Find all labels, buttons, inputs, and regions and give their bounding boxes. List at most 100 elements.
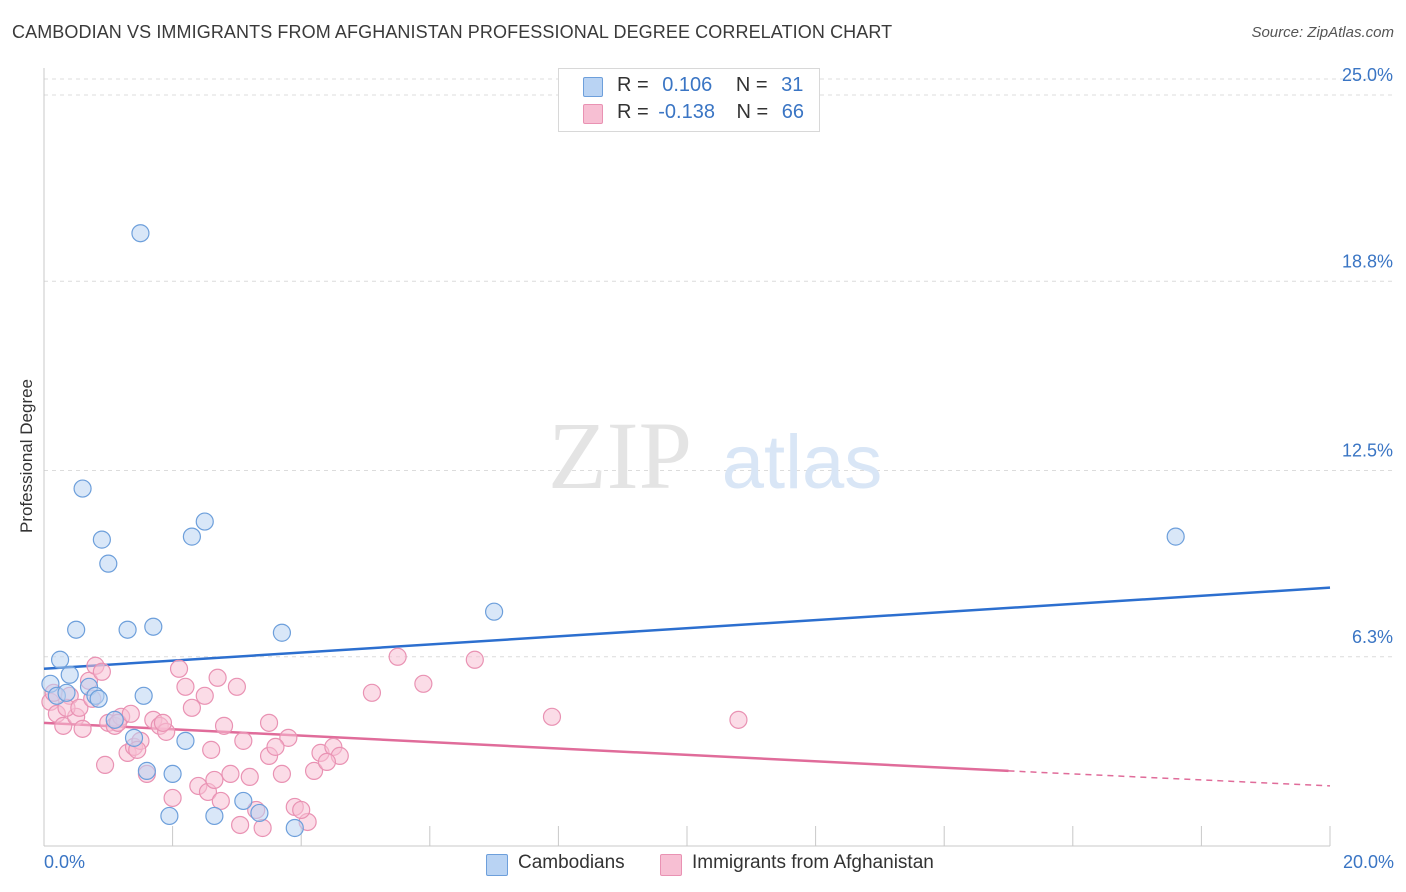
watermark-atlas: atlas — [722, 420, 883, 505]
cambodian-point-20 — [134, 686, 153, 705]
afghan-point-52 — [121, 704, 140, 723]
data-points — [41, 224, 1185, 838]
afghan-point-64 — [304, 761, 324, 781]
cambodian-point-16 — [57, 683, 76, 702]
trend-line-afghanistan-extension — [1008, 770, 1331, 787]
trend-lines — [43, 586, 1331, 787]
cambodian-point-25 — [163, 764, 182, 784]
afghan-point-65 — [317, 752, 337, 771]
afghan-point-6 — [73, 719, 92, 738]
afghan-point-58 — [205, 770, 224, 790]
legend-swatch-pink — [583, 104, 603, 124]
source-label: Source: ZipAtlas.com — [1251, 24, 1394, 41]
y-axis-label: Professional Degree — [17, 378, 36, 534]
legend-n-label-1: N = — [735, 74, 768, 96]
legend-text-row2: R = -0.138 N = 66 — [617, 101, 804, 124]
y-tick-label-2: 18.8% — [1342, 251, 1393, 271]
legend-r-value-1: 0.106 — [662, 74, 713, 96]
afghan-point-60 — [231, 815, 250, 835]
afghan-point-41 — [362, 683, 382, 702]
afghan-point-25 — [208, 668, 227, 687]
cambodian-point-4 — [195, 512, 214, 531]
x-tick-label-left: 0.0% — [44, 852, 86, 872]
legend-n-label-2: N = — [736, 101, 769, 123]
trend-line-cambodians — [43, 586, 1331, 671]
cambodian-point-22 — [124, 728, 144, 747]
cambodian-point-23 — [176, 731, 195, 750]
legend-r-label-1: R = — [617, 74, 649, 96]
afghan-point-24 — [202, 740, 221, 759]
cambodian-point-3 — [99, 554, 118, 573]
legend-swatch-blue — [583, 77, 603, 97]
cambodian-point-8 — [144, 617, 163, 636]
cambodian-point-19 — [89, 689, 108, 708]
y-tick-label-0: 6.3% — [1352, 627, 1393, 647]
cambodian-point-13 — [60, 665, 79, 684]
trend-line-afghanistan — [43, 721, 1009, 773]
cambodian-point-28 — [205, 806, 224, 826]
cambodian-point-21 — [105, 710, 124, 729]
cambodian-point-1 — [73, 479, 92, 498]
cambodian-point-9 — [272, 623, 292, 642]
afghan-point-30 — [240, 767, 259, 787]
legend-text-row1: R = 0.106 N = 31 — [617, 74, 803, 97]
cambodian-point-0 — [131, 224, 150, 243]
watermark-zip: ZIP — [548, 402, 692, 509]
legend-r-label-2: R = — [617, 101, 649, 123]
cambodian-point-11 — [1166, 527, 1185, 546]
chart-title: CAMBODIAN VS IMMIGRANTS FROM AFGHANISTAN… — [12, 22, 893, 42]
afghan-point-21 — [176, 677, 195, 696]
afghan-point-50 — [95, 755, 115, 774]
y-tick-label-1: 12.5% — [1342, 441, 1393, 461]
cambodian-point-29 — [250, 803, 269, 823]
gridlines — [44, 78, 1394, 658]
cambodian-point-30 — [285, 818, 304, 838]
afghan-point-29 — [234, 731, 253, 750]
cambodian-point-2 — [92, 530, 111, 549]
legend-n-value-1: 31 — [781, 74, 804, 96]
afghan-point-59 — [211, 791, 230, 811]
stats-legend: R = 0.106 N = 31 R = -0.138 N = 66 — [558, 68, 820, 132]
cambodian-point-10 — [485, 602, 504, 621]
afghan-point-63 — [292, 800, 311, 820]
afghan-point-55 — [163, 788, 182, 808]
bottom-legend-swatch-pink — [660, 854, 682, 876]
y-tick-label-3: 25.0% — [1342, 65, 1393, 85]
afghan-point-9 — [92, 662, 111, 681]
afghan-point-45 — [542, 707, 562, 726]
afghan-point-43 — [414, 674, 433, 693]
bottom-legend-swatch-blue — [486, 854, 508, 876]
afghan-point-2 — [54, 716, 73, 735]
afghan-point-35 — [279, 728, 298, 747]
axes — [43, 68, 1331, 847]
cambodian-point-7 — [118, 620, 137, 639]
afghan-point-42 — [388, 647, 407, 666]
afghan-point-22 — [182, 698, 201, 717]
afghan-point-28 — [227, 677, 246, 696]
afghan-point-33 — [259, 713, 279, 732]
afghan-point-34 — [272, 764, 292, 784]
afghan-point-20 — [169, 659, 189, 678]
cambodian-point-24 — [137, 761, 156, 781]
legend-r-value-2: -0.138 — [658, 101, 715, 123]
afghan-point-23 — [195, 686, 214, 705]
afghan-point-62 — [266, 737, 285, 756]
cambodian-point-27 — [234, 791, 253, 811]
afghan-point-46 — [729, 710, 748, 729]
bottom-legend-label-afghanistan: Immigrants from Afghanistan — [692, 852, 934, 873]
bottom-legend-label-cambodians: Cambodians — [518, 852, 625, 873]
x-tick-label-right: 20.0% — [1342, 852, 1394, 872]
legend-n-value-2: 66 — [781, 101, 805, 123]
afghan-point-48 — [70, 698, 89, 717]
afghan-point-27 — [221, 764, 240, 784]
afghan-point-26 — [214, 716, 234, 735]
cambodian-point-12 — [50, 650, 70, 669]
cambodian-point-5 — [182, 527, 201, 546]
afghan-point-61 — [253, 818, 272, 838]
afghan-point-44 — [465, 650, 484, 669]
afghan-point-54 — [153, 713, 173, 732]
y-tick-labels: 6.3% 12.5% 18.8% 25.0% — [1342, 65, 1393, 647]
cambodian-point-26 — [160, 806, 179, 826]
watermark: ZIP atlas — [548, 402, 882, 509]
